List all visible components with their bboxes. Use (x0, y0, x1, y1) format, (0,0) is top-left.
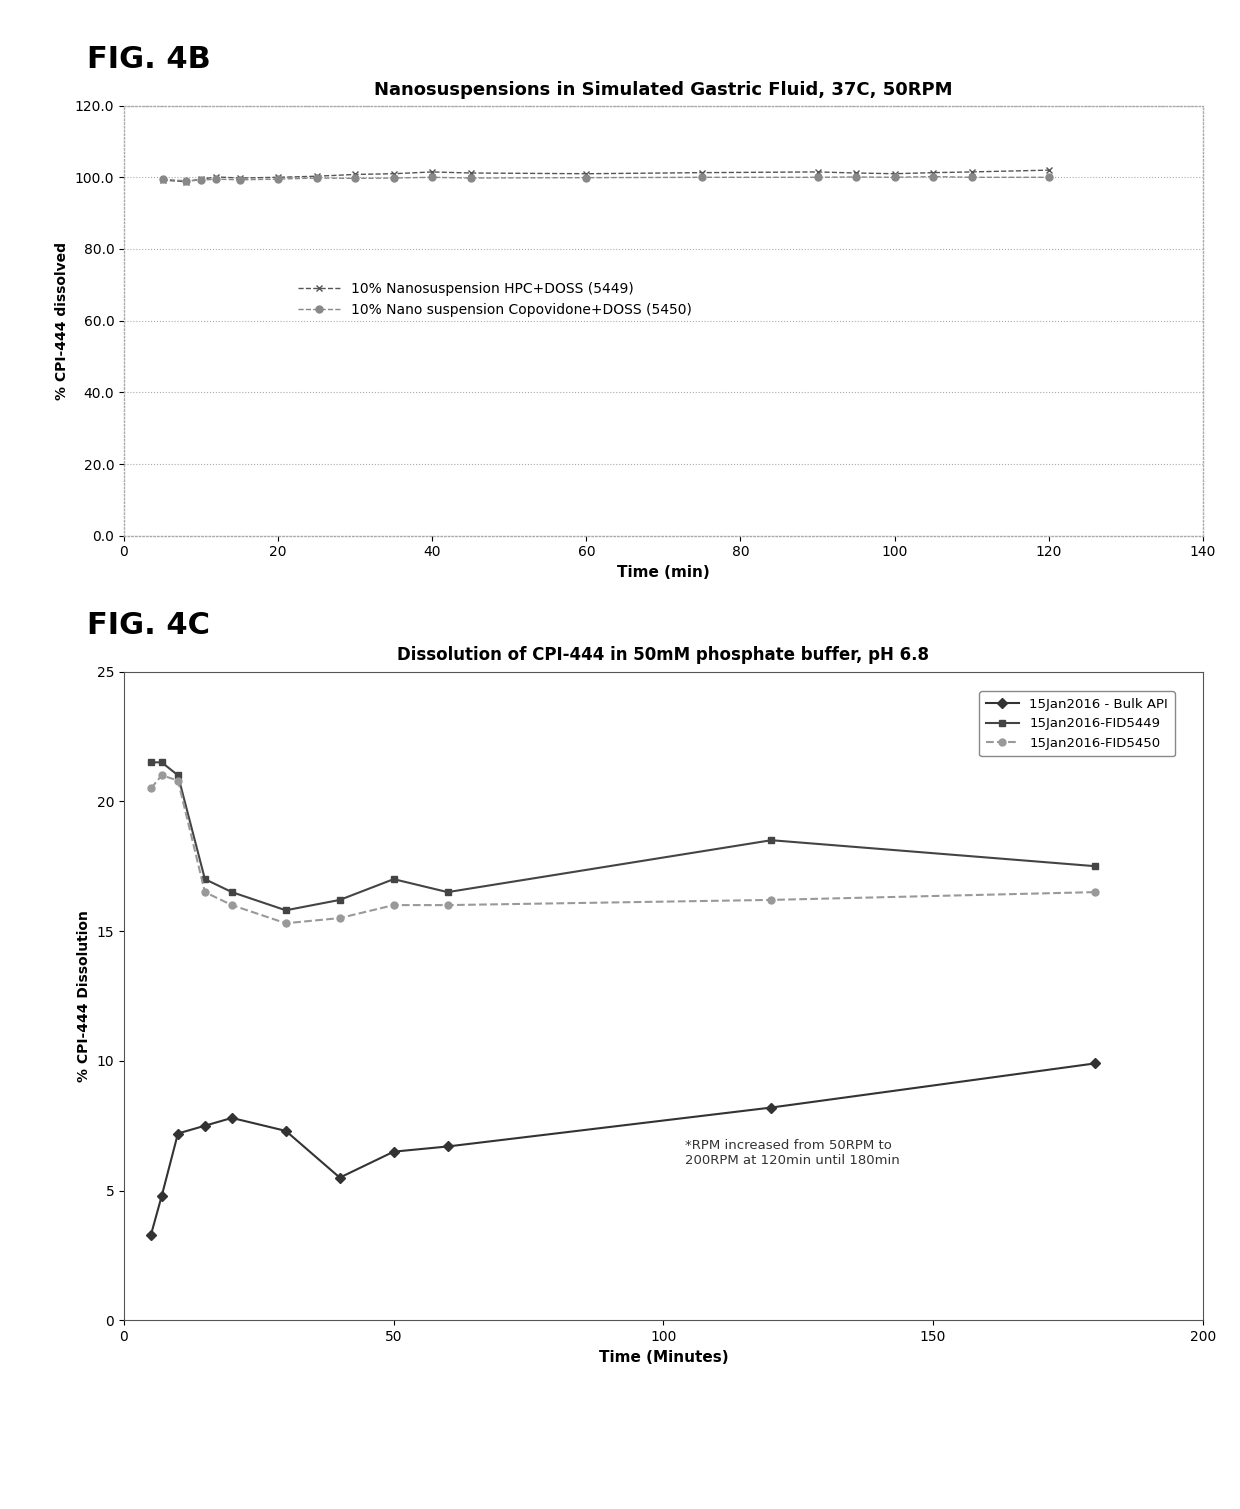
10% Nano suspension Copovidone+DOSS (5450) (1042, 169, 1056, 187)
Text: *RPM increased from 50RPM to
200RPM at 120min until 180min: *RPM increased from 50RPM to 200RPM at 1… (684, 1139, 900, 1166)
Legend: 15Jan2016 - Bulk API, 15Jan2016-FID5449, 15Jan2016-FID5450: 15Jan2016 - Bulk API, 15Jan2016-FID5449,… (980, 691, 1174, 756)
Y-axis label: % CPI-444 Dissolution: % CPI-444 Dissolution (77, 910, 91, 1082)
10% Nanosuspension HPC+DOSS (5449) (1042, 161, 1056, 180)
15Jan2016-FID5450 (1087, 883, 1102, 901)
10% Nano suspension Copovidone+DOSS (5450) (309, 169, 324, 187)
15Jan2016 - Bulk API (387, 1142, 402, 1160)
10% Nanosuspension HPC+DOSS (5449) (270, 169, 285, 187)
10% Nano suspension Copovidone+DOSS (5450) (347, 169, 362, 187)
10% Nanosuspension HPC+DOSS (5449) (694, 163, 709, 181)
15Jan2016-FID5450 (197, 883, 212, 901)
10% Nanosuspension HPC+DOSS (5449) (347, 166, 362, 184)
10% Nano suspension Copovidone+DOSS (5450) (579, 169, 594, 187)
10% Nanosuspension HPC+DOSS (5449) (155, 171, 170, 189)
15Jan2016-FID5450 (387, 896, 402, 914)
15Jan2016-FID5449 (197, 871, 212, 889)
15Jan2016-FID5450 (170, 771, 186, 789)
15Jan2016-FID5450 (154, 767, 169, 785)
15Jan2016-FID5449 (440, 883, 455, 901)
15Jan2016 - Bulk API (170, 1124, 186, 1142)
10% Nano suspension Copovidone+DOSS (5450) (193, 171, 208, 189)
Line: 15Jan2016-FID5449: 15Jan2016-FID5449 (148, 759, 1099, 914)
Text: FIG. 4C: FIG. 4C (87, 611, 210, 640)
10% Nanosuspension HPC+DOSS (5449) (848, 164, 863, 183)
10% Nanosuspension HPC+DOSS (5449) (965, 163, 980, 181)
15Jan2016 - Bulk API (1087, 1055, 1102, 1073)
15Jan2016-FID5449 (387, 871, 402, 889)
15Jan2016-FID5450 (332, 908, 347, 927)
10% Nanosuspension HPC+DOSS (5449) (232, 169, 247, 187)
10% Nano suspension Copovidone+DOSS (5450) (387, 169, 402, 187)
15Jan2016-FID5449 (278, 901, 293, 919)
X-axis label: Time (min): Time (min) (618, 564, 709, 579)
10% Nano suspension Copovidone+DOSS (5450) (270, 171, 285, 189)
15Jan2016 - Bulk API (764, 1099, 779, 1117)
Title: Nanosuspensions in Simulated Gastric Fluid, 37C, 50RPM: Nanosuspensions in Simulated Gastric Flu… (374, 80, 952, 98)
15Jan2016-FID5450 (224, 896, 239, 914)
10% Nanosuspension HPC+DOSS (5449) (193, 171, 208, 189)
Line: 10% Nano suspension Copovidone+DOSS (5450): 10% Nano suspension Copovidone+DOSS (545… (159, 174, 1053, 184)
10% Nano suspension Copovidone+DOSS (5450) (965, 169, 980, 187)
10% Nanosuspension HPC+DOSS (5449) (179, 172, 193, 190)
X-axis label: Time (Minutes): Time (Minutes) (599, 1349, 728, 1364)
15Jan2016 - Bulk API (197, 1117, 212, 1135)
Line: 15Jan2016-FID5450: 15Jan2016-FID5450 (148, 771, 1099, 927)
15Jan2016-FID5449 (224, 883, 239, 901)
15Jan2016-FID5449 (332, 890, 347, 908)
15Jan2016-FID5450 (278, 914, 293, 933)
10% Nanosuspension HPC+DOSS (5449) (925, 163, 941, 181)
10% Nano suspension Copovidone+DOSS (5450) (155, 171, 170, 189)
10% Nanosuspension HPC+DOSS (5449) (210, 167, 224, 186)
10% Nano suspension Copovidone+DOSS (5450) (810, 169, 825, 187)
Y-axis label: % CPI-444 dissolved: % CPI-444 dissolved (56, 241, 69, 400)
Text: FIG. 4B: FIG. 4B (87, 45, 211, 74)
15Jan2016-FID5449 (764, 831, 779, 850)
15Jan2016-FID5450 (440, 896, 455, 914)
10% Nano suspension Copovidone+DOSS (5450) (425, 169, 440, 187)
10% Nano suspension Copovidone+DOSS (5450) (887, 169, 901, 187)
Line: 15Jan2016 - Bulk API: 15Jan2016 - Bulk API (148, 1059, 1099, 1239)
10% Nanosuspension HPC+DOSS (5449) (309, 167, 324, 186)
15Jan2016-FID5449 (1087, 857, 1102, 875)
10% Nano suspension Copovidone+DOSS (5450) (232, 171, 247, 189)
15Jan2016-FID5449 (144, 753, 159, 771)
10% Nano suspension Copovidone+DOSS (5450) (464, 169, 479, 187)
15Jan2016-FID5450 (144, 779, 159, 797)
15Jan2016 - Bulk API (440, 1138, 455, 1156)
15Jan2016 - Bulk API (224, 1109, 239, 1127)
Title: Dissolution of CPI-444 in 50mM phosphate buffer, pH 6.8: Dissolution of CPI-444 in 50mM phosphate… (397, 646, 930, 664)
10% Nanosuspension HPC+DOSS (5449) (810, 163, 825, 181)
15Jan2016 - Bulk API (332, 1168, 347, 1186)
15Jan2016-FID5450 (764, 890, 779, 908)
10% Nanosuspension HPC+DOSS (5449) (887, 164, 901, 183)
10% Nano suspension Copovidone+DOSS (5450) (848, 167, 863, 186)
15Jan2016-FID5449 (170, 767, 186, 785)
10% Nanosuspension HPC+DOSS (5449) (425, 163, 440, 181)
Legend: 10% Nanosuspension HPC+DOSS (5449), 10% Nano suspension Copovidone+DOSS (5450): 10% Nanosuspension HPC+DOSS (5449), 10% … (293, 276, 698, 323)
15Jan2016 - Bulk API (154, 1186, 169, 1204)
10% Nano suspension Copovidone+DOSS (5450) (925, 167, 941, 186)
10% Nano suspension Copovidone+DOSS (5450) (179, 172, 193, 190)
Line: 10% Nanosuspension HPC+DOSS (5449): 10% Nanosuspension HPC+DOSS (5449) (159, 166, 1053, 186)
10% Nanosuspension HPC+DOSS (5449) (387, 164, 402, 183)
10% Nano suspension Copovidone+DOSS (5450) (210, 171, 224, 189)
15Jan2016-FID5449 (154, 753, 169, 771)
10% Nanosuspension HPC+DOSS (5449) (464, 164, 479, 183)
15Jan2016 - Bulk API (278, 1121, 293, 1139)
10% Nanosuspension HPC+DOSS (5449) (579, 164, 594, 183)
15Jan2016 - Bulk API (144, 1225, 159, 1243)
10% Nano suspension Copovidone+DOSS (5450) (694, 169, 709, 187)
